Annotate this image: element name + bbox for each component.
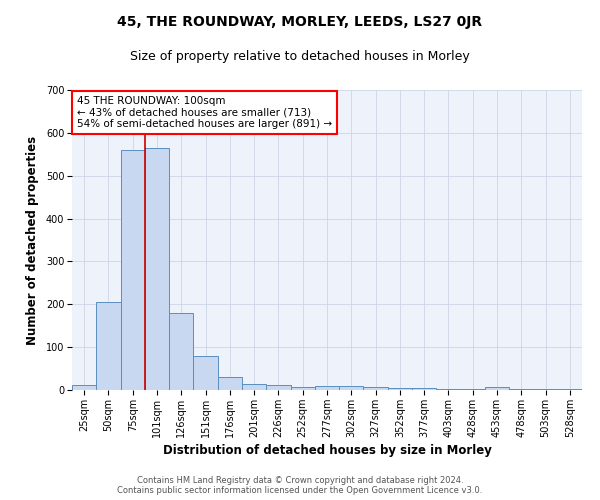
Bar xyxy=(218,377,242,390)
Bar xyxy=(193,356,218,390)
Bar xyxy=(558,389,582,390)
Bar xyxy=(121,150,145,390)
Bar xyxy=(96,302,121,390)
Bar xyxy=(315,386,339,390)
Text: Size of property relative to detached houses in Morley: Size of property relative to detached ho… xyxy=(130,50,470,63)
Text: 45 THE ROUNDWAY: 100sqm
← 43% of detached houses are smaller (713)
54% of semi-d: 45 THE ROUNDWAY: 100sqm ← 43% of detache… xyxy=(77,96,332,129)
Bar xyxy=(339,386,364,390)
Bar xyxy=(145,148,169,390)
Bar xyxy=(412,388,436,390)
Bar xyxy=(388,388,412,390)
Bar xyxy=(436,388,461,390)
Text: Contains HM Land Registry data © Crown copyright and database right 2024.
Contai: Contains HM Land Registry data © Crown c… xyxy=(118,476,482,495)
Y-axis label: Number of detached properties: Number of detached properties xyxy=(26,136,39,344)
Bar xyxy=(169,313,193,390)
X-axis label: Distribution of detached houses by size in Morley: Distribution of detached houses by size … xyxy=(163,444,491,457)
Bar xyxy=(364,386,388,390)
Bar xyxy=(266,385,290,390)
Bar xyxy=(290,388,315,390)
Bar xyxy=(509,389,533,390)
Bar xyxy=(485,387,509,390)
Bar xyxy=(533,389,558,390)
Bar xyxy=(72,385,96,390)
Text: 45, THE ROUNDWAY, MORLEY, LEEDS, LS27 0JR: 45, THE ROUNDWAY, MORLEY, LEEDS, LS27 0J… xyxy=(118,15,482,29)
Bar xyxy=(242,384,266,390)
Bar xyxy=(461,388,485,390)
